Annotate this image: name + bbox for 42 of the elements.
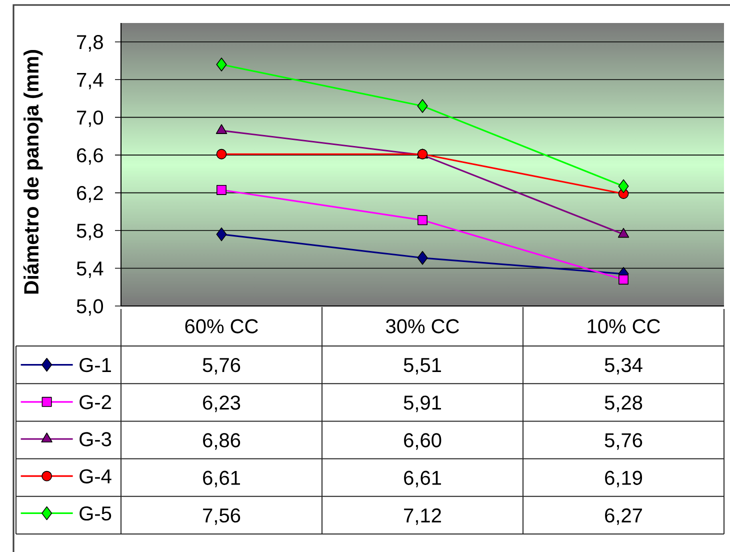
data-label: 5,76 <box>202 358 240 375</box>
data-label: 6,19 <box>605 470 642 488</box>
point <box>618 179 629 194</box>
point <box>417 250 428 265</box>
y-axis-title: Diámetro de panoja (mm) <box>23 50 43 294</box>
data-label: 6,60 <box>404 433 442 450</box>
point <box>417 99 428 113</box>
data-label: 7,12 <box>404 508 441 525</box>
point <box>216 58 227 72</box>
y-tick-label: 7,8 <box>77 35 103 52</box>
legend-label: G-5 <box>80 506 112 521</box>
y-tick-label: 7,4 <box>77 72 104 90</box>
y-tick-label: 6,2 <box>77 186 103 203</box>
y-tick-label: 5,0 <box>76 299 104 316</box>
data-label: 6,86 <box>203 433 240 450</box>
data-label: 6,27 <box>605 508 642 525</box>
x-tick-label: 60% CC <box>185 319 258 334</box>
y-tick-label: 7,0 <box>77 110 104 128</box>
x-tick-label: 30% CC <box>386 319 459 334</box>
data-label: 5,28 <box>604 396 642 412</box>
data-label: 6,61 <box>404 470 441 488</box>
y-tick-label: 6,6 <box>77 148 103 165</box>
data-label: 5,91 <box>404 396 441 412</box>
data-label: 6,23 <box>203 396 240 412</box>
point <box>216 124 228 134</box>
data-label: 6,61 <box>203 470 240 488</box>
legend-label: G-1 <box>80 358 111 372</box>
point <box>216 227 227 242</box>
x-tick-label: 10% CC <box>588 319 660 334</box>
legend-label: G-3 <box>80 432 112 446</box>
data-label: 5,34 <box>604 358 642 375</box>
point <box>216 148 227 160</box>
data-label: 5,76 <box>604 433 642 450</box>
point <box>418 215 428 226</box>
legend-label: G-2 <box>80 395 111 410</box>
y-tick-label: 5,4 <box>76 262 104 278</box>
point <box>216 184 226 195</box>
point <box>618 274 629 285</box>
data-label: 7,56 <box>203 508 240 525</box>
data-label: 5,51 <box>404 358 441 375</box>
y-tick-label: 5,8 <box>76 224 103 240</box>
legend-label: G-4 <box>80 469 112 484</box>
